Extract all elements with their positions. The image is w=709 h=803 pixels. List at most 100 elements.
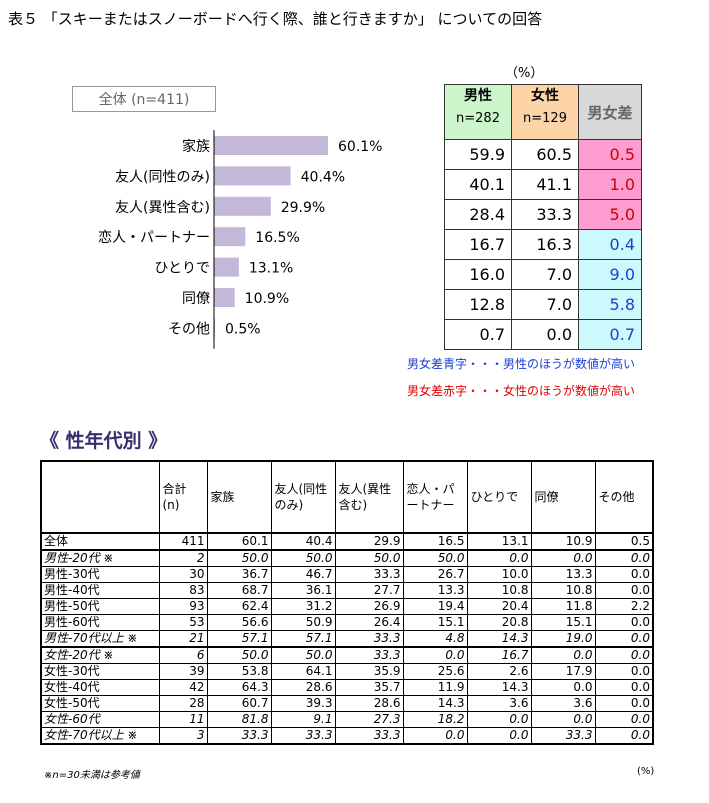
table-cell: 50.9 (270, 614, 336, 631)
report-title: 表５ 「スキーまたはスノーボードへ行く際、誰と行きますか」 についての回答 (8, 10, 543, 28)
table-cell: 2 (158, 549, 208, 567)
table-cell: 0.0 (594, 695, 654, 712)
value-label: 29.9% (281, 200, 325, 216)
table-cell: 17.9 (530, 663, 596, 680)
table-cell: 11.8 (530, 598, 596, 615)
diff-header: 男女差 (578, 84, 642, 140)
female-value: 7.0 (511, 259, 579, 290)
table-cell: 0.0 (530, 549, 596, 567)
table-cell: 13.3 (402, 582, 468, 599)
table-row: 女性-30代 39 53.8 64.1 35.9 25.6 2.6 17.9 0.0 (40, 663, 654, 680)
male-header: 男性 n=282 (444, 84, 512, 140)
bar (214, 196, 271, 216)
female-value: 41.1 (511, 169, 579, 200)
table-row: 女性-70代以上 ※ 3 33.3 33.3 33.3 0.0 0.0 33.3 0.0 (40, 727, 654, 745)
table-cell: 19.0 (530, 630, 596, 648)
table-cell: 9.1 (270, 711, 336, 728)
table-cell: 42 (158, 679, 208, 696)
table-unit-label: (%) (637, 766, 655, 777)
category-label: その他 (168, 321, 210, 337)
table-cell: 26.9 (334, 598, 404, 615)
table-cell: 0.0 (594, 630, 654, 648)
table-cell: 36.1 (270, 582, 336, 599)
male-header-label: 男性 (464, 88, 492, 104)
table-cell: 33.3 (334, 566, 404, 583)
table-cell: 40.4 (270, 532, 336, 551)
unit-label: （%） (505, 66, 544, 81)
female-value: 16.3 (511, 229, 579, 260)
table-cell: 53.8 (206, 663, 272, 680)
comparison-row: 40.1 41.1 1.0 (444, 169, 642, 200)
diff-value: 1.0 (578, 169, 642, 200)
table-cell: 2.6 (466, 663, 532, 680)
male-value: 28.4 (444, 199, 512, 230)
category-label: 友人(異性含む) (115, 200, 210, 216)
table-cell: 64.1 (270, 663, 336, 680)
table-cell: 0.0 (594, 727, 654, 745)
row-label: 男性-60代 (40, 614, 160, 631)
table-cell: 14.3 (466, 679, 532, 696)
table-header-row: 合計 (n) 家族 友人(同性のみ) 友人(異性含む) 恋人・パートナー ひとりで 同僚 その… (40, 460, 654, 534)
table-cell: 0.0 (594, 711, 654, 728)
table-cell: 28.6 (270, 679, 336, 696)
female-header: 女性 n=129 (511, 84, 579, 140)
column-header: 同僚 (530, 460, 596, 534)
column-header (40, 460, 160, 534)
female-header-label: 女性 (531, 88, 559, 104)
table-cell: 93 (158, 598, 208, 615)
table-cell: 10.9 (530, 532, 596, 551)
table-cell: 0.0 (594, 614, 654, 631)
male-value: 40.1 (444, 169, 512, 200)
table-cell: 33.3 (270, 727, 336, 745)
table-cell: 62.4 (206, 598, 272, 615)
column-header: 合計 (n) (158, 460, 208, 534)
bar (214, 257, 239, 277)
table-cell: 50.0 (270, 549, 336, 567)
table-cell: 13.1 (466, 532, 532, 551)
table-cell: 2.2 (594, 598, 654, 615)
value-label: 13.1% (249, 261, 293, 277)
table-row: 女性-50代 28 60.7 39.3 28.6 14.3 3.6 3.6 0.0 (40, 695, 654, 712)
table-cell: 68.7 (206, 582, 272, 599)
female-value: 0.0 (511, 319, 579, 350)
comparison-row: 28.4 33.3 5.0 (444, 199, 642, 230)
table-row: 男性-50代 93 62.4 31.2 26.9 19.4 20.4 11.8 2.2 (40, 598, 654, 615)
table-cell: 36.7 (206, 566, 272, 583)
bar (214, 166, 291, 186)
table-cell: 4.8 (402, 630, 468, 648)
row-label: 女性-40代 (40, 679, 160, 696)
table-cell: 39.3 (270, 695, 336, 712)
table-cell: 18.2 (402, 711, 468, 728)
column-header: 友人(同性のみ) (270, 460, 336, 534)
table-cell: 0.0 (402, 727, 468, 745)
diff-value: 0.7 (578, 319, 642, 350)
diff-value: 0.4 (578, 229, 642, 260)
table-cell: 33.3 (334, 727, 404, 745)
section-title: 《 性年代別 》 (40, 430, 168, 452)
female-value: 7.0 (511, 289, 579, 320)
table-cell: 10.0 (466, 566, 532, 583)
column-header: 恋人・パートナー (402, 460, 468, 534)
table-cell: 11 (158, 711, 208, 728)
category-label: 友人(同性のみ) (115, 169, 210, 185)
table-cell: 57.1 (206, 630, 272, 648)
table-cell: 46.7 (270, 566, 336, 583)
table-cell: 21 (158, 630, 208, 648)
table-cell: 35.9 (334, 663, 404, 680)
female-n-label: n=129 (523, 111, 567, 126)
table-cell: 13.3 (530, 566, 596, 583)
table-cell: 0.0 (530, 679, 596, 696)
table-cell: 33.3 (206, 727, 272, 745)
male-value: 0.7 (444, 319, 512, 350)
table-row: 男性-40代 83 68.7 36.1 27.7 13.3 10.8 10.8 0.0 (40, 582, 654, 599)
table-cell: 33.3 (334, 646, 404, 664)
table-cell: 57.1 (270, 630, 336, 648)
table-cell: 411 (158, 532, 208, 551)
table-cell: 0.0 (594, 582, 654, 599)
value-label: 40.4% (301, 169, 345, 185)
table-cell: 0.0 (530, 711, 596, 728)
value-label: 16.5% (255, 230, 299, 246)
table-cell: 28 (158, 695, 208, 712)
comparison-row: 0.7 0.0 0.7 (444, 319, 642, 350)
table-cell: 20.8 (466, 614, 532, 631)
